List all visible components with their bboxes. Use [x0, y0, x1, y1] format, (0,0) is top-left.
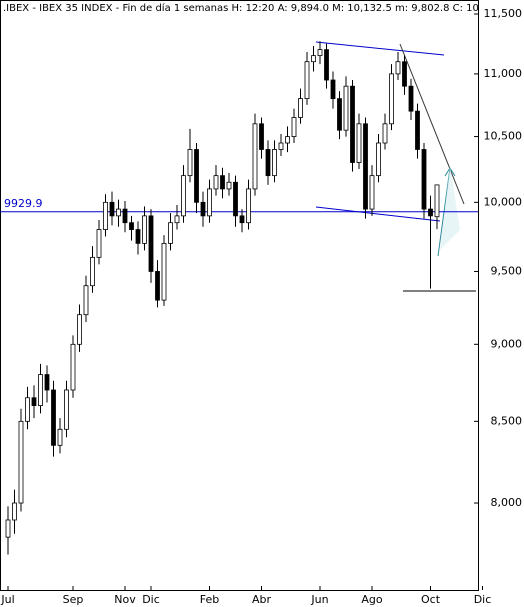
trendline	[399, 43, 465, 205]
x-tick-label: Dic	[474, 593, 492, 606]
candle-body	[77, 314, 82, 345]
candle-body	[246, 188, 251, 224]
candle-body	[252, 123, 258, 190]
candle-body	[363, 123, 368, 210]
candle-body	[25, 397, 30, 422]
candle-body	[5, 519, 11, 538]
candle-body	[278, 142, 284, 150]
candle-body	[233, 181, 238, 217]
candle-body	[200, 201, 206, 217]
candle-body	[382, 123, 388, 144]
candle-body	[402, 61, 407, 87]
candle-body	[57, 428, 63, 446]
plot-frame	[0, 0, 479, 591]
y-tick-label: 11,500	[484, 7, 523, 20]
trendlines	[315, 41, 476, 292]
candle-body	[155, 271, 160, 301]
candle-body	[181, 175, 186, 217]
candle-body	[129, 222, 134, 230]
candle-body	[70, 343, 76, 391]
candle-body	[31, 397, 37, 406]
candle-body	[122, 208, 128, 224]
candle-body	[421, 149, 427, 210]
candle-body	[415, 110, 420, 150]
candle-body	[356, 123, 362, 163]
y-tick-label: 8,000	[491, 496, 523, 509]
x-tick-label: Sep	[63, 593, 84, 606]
x-tick-label: Dic	[142, 593, 160, 606]
candle-body	[90, 256, 95, 287]
candle-body	[369, 175, 375, 210]
candle-body	[142, 215, 147, 244]
candle-body	[174, 215, 180, 224]
candle-body	[311, 55, 316, 63]
candle-body	[148, 215, 154, 272]
candle-body	[64, 389, 69, 430]
candle-body	[187, 149, 193, 177]
candle-body	[213, 175, 219, 190]
candle-body	[51, 389, 56, 446]
x-tick-label: Feb	[200, 593, 219, 606]
candle-body	[272, 149, 277, 177]
candle-body	[44, 374, 50, 391]
candle-body	[220, 175, 225, 190]
candle-body	[38, 374, 43, 406]
candle-body	[337, 98, 342, 131]
candle-body	[317, 49, 323, 57]
candle-body	[428, 208, 433, 217]
candle-body	[116, 208, 121, 217]
x-tick-label: Jun	[310, 593, 328, 606]
x-tick-label: Abr	[252, 593, 272, 606]
y-tick-label: 10,000	[484, 195, 523, 208]
trendline	[315, 206, 441, 222]
y-tick-label: 9,000	[491, 337, 523, 350]
x-tick-label: Ago	[361, 593, 383, 606]
candle-body	[285, 136, 290, 144]
candle-body	[161, 242, 167, 301]
candle-body	[265, 149, 271, 177]
candle-body	[135, 229, 141, 244]
candle-body	[304, 61, 310, 100]
candle-body	[12, 502, 17, 521]
candle-body	[109, 201, 115, 217]
y-tick-label: 11,000	[484, 67, 523, 80]
y-tick-label: 10,500	[484, 130, 523, 143]
candle-body	[207, 188, 212, 217]
trendline	[315, 41, 445, 56]
candle-body	[434, 184, 440, 218]
candle-body	[395, 61, 401, 75]
candle-body	[103, 201, 108, 230]
reference-label: 9929.9	[4, 197, 43, 210]
projection-area	[440, 165, 460, 250]
candle-body	[83, 285, 89, 316]
candle-body	[324, 49, 329, 81]
candle-body	[298, 98, 303, 118]
candle-body	[408, 85, 414, 112]
x-tick-label: Oct	[421, 593, 441, 606]
x-tick-label: Jul	[0, 593, 14, 606]
candle-body	[376, 142, 381, 177]
candle-body	[18, 420, 24, 504]
candle-body	[259, 123, 264, 150]
candle-body	[389, 73, 394, 125]
candle-body	[239, 215, 245, 224]
candle-body	[350, 85, 355, 163]
candle-body	[194, 149, 199, 203]
x-tick-label: Nov	[114, 593, 136, 606]
chart-title: .IBEX - IBEX 35 INDEX - Fin de día 1 sem…	[3, 2, 479, 14]
candle-body	[291, 117, 297, 137]
y-tick-label: 9,500	[491, 264, 523, 277]
candle-body	[168, 222, 173, 244]
candle-body	[343, 85, 349, 131]
candle-body	[96, 229, 102, 258]
candle-body	[226, 181, 232, 190]
candle-body	[330, 79, 336, 100]
y-tick-label: 8,500	[491, 414, 523, 427]
